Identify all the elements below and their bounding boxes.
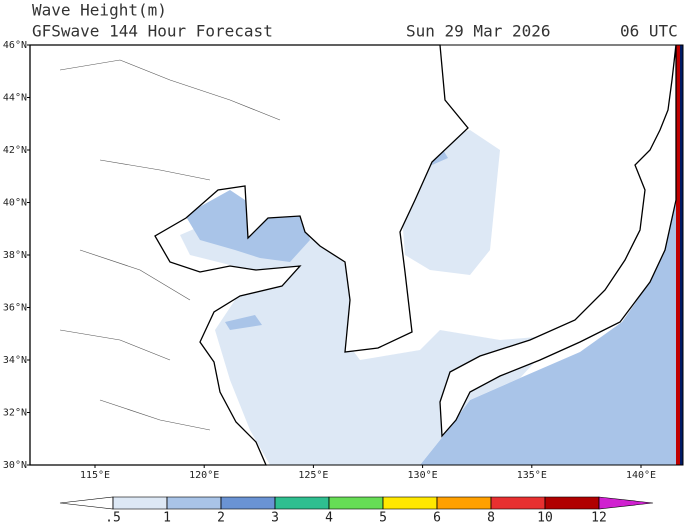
lon-label: 115°E (80, 470, 110, 481)
colorbar-segment (166, 496, 222, 510)
colorbar-label: 5 (379, 511, 387, 525)
title: Wave Height(m) (32, 1, 167, 20)
colorbar-segment (220, 496, 276, 510)
colorbar-segment (490, 496, 546, 510)
lon-label: 140°E (626, 470, 656, 481)
lat-label: 40°N (3, 198, 27, 209)
land (439, 44, 677, 438)
colorbar-label: 3 (271, 511, 279, 525)
colorbar-over (598, 496, 654, 510)
colorbar-under (59, 496, 114, 510)
colorbar-label: 8 (487, 511, 495, 525)
colorbar-label: 1 (163, 511, 171, 525)
colorbar-segment (544, 496, 600, 510)
lat-label: 46°N (3, 40, 27, 51)
colorbar-label: .5 (105, 511, 121, 525)
date: Sun 29 Mar 2026 (406, 22, 551, 41)
colorbar-segment (382, 496, 438, 510)
lon-label: 135°E (517, 470, 547, 481)
wave-area (185, 145, 448, 330)
colorbar-label: 12 (591, 511, 607, 525)
colorbar-label: 6 (433, 511, 441, 525)
lon-label: 120°E (189, 470, 219, 481)
lat-label: 36°N (3, 303, 27, 314)
colorbar-label: 4 (325, 511, 333, 525)
lat-label: 44°N (3, 93, 27, 104)
land (29, 44, 469, 466)
lon-label: 130°E (408, 470, 438, 481)
lat-label: 42°N (3, 145, 27, 156)
colorbar-segment (328, 496, 384, 510)
lon-label: 125°E (298, 470, 328, 481)
border (59, 59, 281, 431)
edge-band (676, 45, 680, 465)
colorbar-segment (436, 496, 492, 510)
map (29, 44, 684, 466)
subtitle: GFSwave 144 Hour Forecast (32, 22, 273, 41)
colorbar-label: 2 (217, 511, 225, 525)
colorbar-segment (112, 496, 168, 510)
colorbar-segment (274, 496, 330, 510)
wave-area (420, 45, 683, 465)
lat-label: 32°N (3, 408, 27, 419)
colorbar-label: 10 (537, 511, 553, 525)
lat-label: 38°N (3, 250, 27, 261)
lat-label: 30°N (3, 460, 27, 471)
lat-label: 34°N (3, 355, 27, 366)
time: 06 UTC (620, 22, 678, 41)
edge-band (680, 45, 683, 465)
